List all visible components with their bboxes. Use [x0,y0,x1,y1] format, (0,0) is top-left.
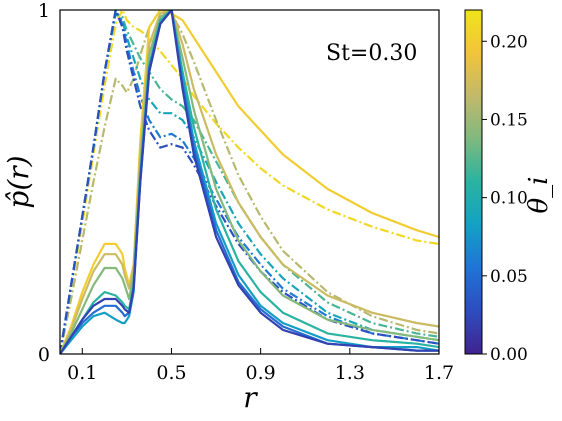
x-tick-label: 0.5 [156,362,186,384]
colorbar-ticks: 0.00 0.05 0.10 0.15 0.20 [482,32,528,365]
colorbar-tick-label: 0.10 [490,189,528,209]
plot-frame [59,9,440,355]
dashdot-series-5 [60,10,439,354]
dashdot-series-0 [60,10,439,354]
colorbar-tick-label: 0.15 [490,110,528,130]
solid-series-1 [60,10,439,354]
solid-series-0 [60,10,439,354]
series-layer [60,10,439,354]
x-tick-label: 1.3 [335,362,365,384]
colorbar-tick-label: 0.05 [490,267,528,287]
x-tick-label: 0.1 [67,362,97,384]
x-tick-label: 0.9 [246,362,276,384]
x-tick-label: 1.7 [424,362,454,384]
colorbar-label: θ_i [524,177,554,214]
st-annotation: St=0.30 [326,41,417,66]
ticks-layer: 0.1 0.5 0.9 1.3 1.7 0 1 [38,0,454,384]
colorbar-tick-label: 0.00 [490,345,528,365]
dashdot-series-1 [60,10,439,354]
colorbar [464,9,483,355]
y-tick-label: 1 [38,0,50,22]
colorbar-tick-label: 0.20 [490,32,528,52]
x-axis-label: r [243,381,258,414]
solid-series-2 [60,10,439,354]
y-tick-label: 0 [38,344,50,366]
y-axis-label: p̂(r) [2,155,35,208]
solid-series-6 [60,10,439,354]
